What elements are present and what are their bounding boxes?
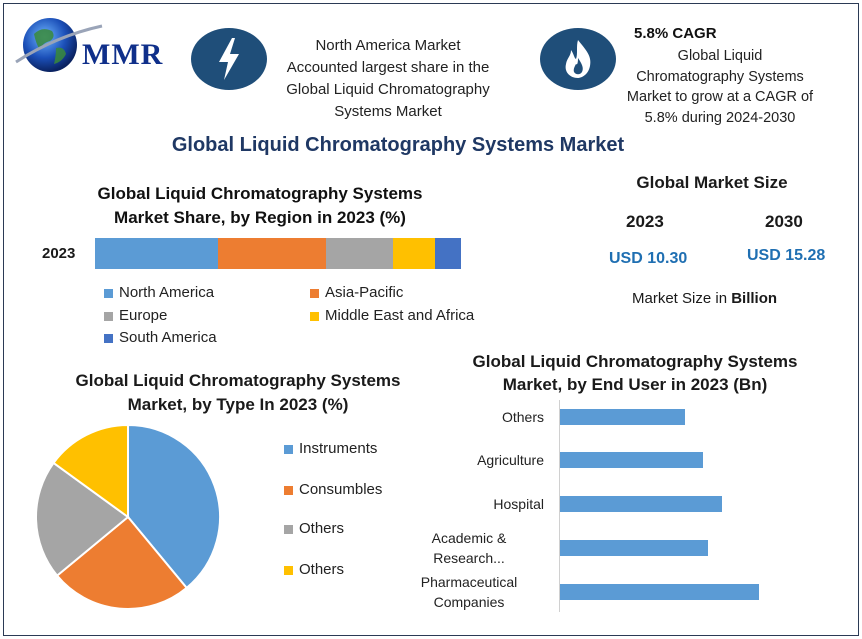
enduser-bar <box>560 452 703 468</box>
enduser-category-label-line: Academic & <box>431 530 507 546</box>
header-block-2: Global Liquid Chromatography Systems Mar… <box>610 46 830 128</box>
header-block-2-line: 5.8% during 2024-2030 <box>644 109 796 126</box>
header-block-2-line: Global Liquid <box>677 48 763 64</box>
enduser-category-label: Others <box>394 407 544 427</box>
enduser-category-label-line: Companies <box>433 594 505 610</box>
brand-name: MMR <box>82 38 164 71</box>
market-size-value-2030: USD 15.28 <box>747 247 826 264</box>
main-title: Global Liquid Chromatography Systems Mar… <box>171 134 625 156</box>
market-size-year-2023: 2023 <box>626 212 664 231</box>
type-legend-item: Others <box>284 561 344 578</box>
type-legend-swatch <box>284 485 293 495</box>
type-legend-item: Consumbles <box>284 481 382 498</box>
type-pie-chart <box>35 423 221 610</box>
flame-icon <box>540 28 616 90</box>
pie-slice-4 <box>52 423 129 519</box>
header-block-2-line: Chromatography Systems <box>636 68 804 85</box>
enduser-category-label-line: Others <box>501 409 544 425</box>
enduser-category-label-line: Agriculture <box>477 452 544 468</box>
market-size-value-2023: USD 10.30 <box>609 250 688 267</box>
enduser-category-label-line: Pharmaceutical <box>420 574 518 590</box>
cagr-title: 5.8% CAGR <box>634 25 717 42</box>
globe-icon <box>15 18 103 72</box>
enduser-axis-line <box>559 400 560 612</box>
enduser-chart-title: Global Liquid Chromatography Systems Mar… <box>435 350 835 396</box>
enduser-category-label: Agriculture <box>394 450 544 470</box>
enduser-category-label: Pharmaceutical Companies <box>394 572 544 612</box>
region-legend-swatch <box>310 288 319 298</box>
type-chart-title-line: Market, by Type In 2023 (%) <box>127 395 349 414</box>
enduser-bar <box>560 496 722 512</box>
region-stacked-bar <box>95 238 461 269</box>
region-bar-segment-asia-pacific <box>217 238 326 269</box>
region-legend-swatch <box>310 311 319 321</box>
type-legend-label: Instruments <box>299 440 378 457</box>
enduser-bar <box>560 540 708 556</box>
type-legend-label: Others <box>299 561 345 578</box>
outer-frame <box>3 3 859 636</box>
enduser-category-label: Hospital <box>394 494 544 514</box>
region-legend-label: Middle East and Africa <box>325 307 475 324</box>
region-chart-title-line: Market Share, by Region in 2023 (%) <box>114 208 406 227</box>
enduser-bar <box>560 584 759 600</box>
type-legend-swatch <box>284 444 293 454</box>
region-bar-segment-europe <box>325 238 394 269</box>
region-legend-label: South America <box>119 329 217 346</box>
type-legend-item: Instruments <box>284 440 377 457</box>
region-legend-label: Europe <box>119 307 168 324</box>
header-block-1-line: Accounted largest share in the <box>286 59 490 76</box>
lightning-bolt-icon <box>191 28 267 90</box>
enduser-chart-title-line: Global Liquid Chromatography Systems <box>472 352 798 371</box>
market-size-note: Market Size in Billion <box>632 290 777 307</box>
pie-slice-3 <box>35 461 130 578</box>
header-block-1-line: Systems Market <box>334 103 442 120</box>
region-chart-title-line: Global Liquid Chromatography Systems <box>97 184 423 203</box>
header-block-1-line: North America Market <box>315 37 461 54</box>
pie-slice-2 <box>55 515 189 610</box>
region-legend-item: South America <box>104 329 217 346</box>
region-legend-swatch <box>104 288 113 298</box>
market-size-year-2030: 2030 <box>765 212 803 231</box>
region-chart-title: Global Liquid Chromatography Systems Mar… <box>60 182 460 230</box>
region-category-label: 2023 <box>42 245 76 262</box>
region-legend-item: North America <box>104 284 214 301</box>
region-legend-swatch <box>104 311 113 321</box>
type-legend-item: Others <box>284 520 344 537</box>
header-block-1-line: Global Liquid Chromatography <box>286 81 490 98</box>
enduser-category-label-line: Hospital <box>493 496 544 512</box>
type-legend-label: Others <box>299 520 345 537</box>
region-bar-segment-middle-east-and-africa <box>393 238 435 269</box>
region-legend-item: Asia-Pacific <box>310 284 403 301</box>
region-bar-segment-south-america <box>434 238 461 269</box>
enduser-category-label-line: Research... <box>433 550 505 566</box>
market-size-note-unit: Billion <box>731 290 778 307</box>
region-legend-label: North America <box>119 284 215 301</box>
header-block-2-line: Market to grow at a CAGR of <box>626 89 814 105</box>
type-legend-label: Consumbles <box>299 481 383 498</box>
header-block-1: North America Market Accounted largest s… <box>268 35 508 123</box>
region-legend-item: Middle East and Africa <box>310 307 474 324</box>
brand-logo: MMR <box>14 14 174 76</box>
enduser-category-label: Academic & Research... <box>394 528 544 568</box>
market-size-note-text: Market Size in <box>632 290 732 307</box>
pie-slice-1 <box>127 423 221 590</box>
enduser-bar <box>560 409 685 425</box>
region-legend-item: Europe <box>104 307 167 324</box>
market-size-title: Global Market Size <box>636 173 788 192</box>
type-legend-swatch <box>284 524 293 534</box>
region-legend-label: Asia-Pacific <box>325 284 404 301</box>
region-bar-segment-north-america <box>95 238 218 269</box>
type-chart-title: Global Liquid Chromatography Systems Mar… <box>38 369 438 417</box>
type-legend-swatch <box>284 565 293 575</box>
type-chart-title-line: Global Liquid Chromatography Systems <box>75 371 401 390</box>
enduser-chart-title-line: Market, by End User in 2023 (Bn) <box>502 375 768 394</box>
region-legend-swatch <box>104 333 113 343</box>
